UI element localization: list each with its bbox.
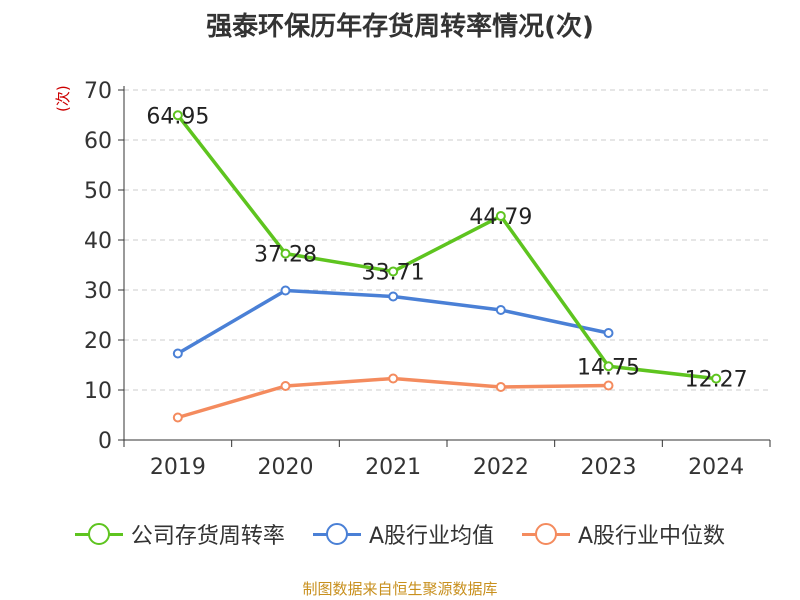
series-line xyxy=(177,376,609,420)
legend-line-circle-icon xyxy=(312,523,361,545)
y-tick-label: 40 xyxy=(84,229,112,254)
legend: 公司存货周转率 A股行业均值 A股行业中位数 xyxy=(0,518,800,550)
legend-item-company[interactable]: 公司存货周转率 xyxy=(74,518,285,550)
data-point xyxy=(711,373,722,384)
data-label: 64.95 xyxy=(146,104,209,129)
data-point xyxy=(172,348,183,359)
chart-title: 强泰环保历年存货周转率情况(次) xyxy=(206,12,594,42)
y-tick-label: 70 xyxy=(84,79,112,104)
y-tick-label: 10 xyxy=(84,379,112,404)
data-point xyxy=(603,361,614,372)
data-source-note: 制图数据来自恒生聚源数据库 xyxy=(302,580,498,598)
legend-label: A股行业均值 xyxy=(368,524,494,549)
data-point xyxy=(495,305,506,315)
data-point xyxy=(280,381,291,391)
legend-item-industry-median[interactable]: A股行业中位数 xyxy=(522,518,725,550)
data-point xyxy=(388,291,399,302)
y-tick-label: 50 xyxy=(84,179,112,204)
x-tick-label: 2021 xyxy=(365,455,421,480)
y-tick-label: 0 xyxy=(98,429,112,454)
x-tick-label: 2024 xyxy=(688,455,744,480)
y-tick-label: 60 xyxy=(84,129,112,154)
data-label: 37.28 xyxy=(254,243,317,268)
data-label: 33.71 xyxy=(362,260,425,285)
data-label: 12.27 xyxy=(685,368,748,393)
legend-label: A股行业中位数 xyxy=(578,524,726,549)
data-point xyxy=(388,373,399,384)
data-point xyxy=(495,382,506,392)
legend-label: 公司存货周转率 xyxy=(130,524,285,549)
y-tick-label: 20 xyxy=(84,329,112,354)
data-label: 44.79 xyxy=(469,205,532,230)
data-point xyxy=(603,328,614,338)
series-line xyxy=(176,114,717,381)
legend-line-circle-icon xyxy=(74,523,123,545)
data-point xyxy=(603,380,614,391)
x-tick-label: 2020 xyxy=(258,455,314,480)
x-tick-label: 2019 xyxy=(150,455,206,480)
data-point xyxy=(172,110,183,121)
y-tick-label: 30 xyxy=(84,279,112,304)
x-tick-label: 2023 xyxy=(581,455,637,480)
data-point xyxy=(495,211,506,222)
data-point xyxy=(280,248,291,259)
legend-item-industry-mean[interactable]: A股行业均值 xyxy=(312,518,494,550)
legend-line-circle-icon xyxy=(522,523,570,545)
data-point xyxy=(388,266,399,277)
data-label: 14.75 xyxy=(577,355,640,380)
x-tick-label: 2022 xyxy=(473,455,529,480)
data-point xyxy=(172,412,183,423)
data-point xyxy=(280,285,291,296)
